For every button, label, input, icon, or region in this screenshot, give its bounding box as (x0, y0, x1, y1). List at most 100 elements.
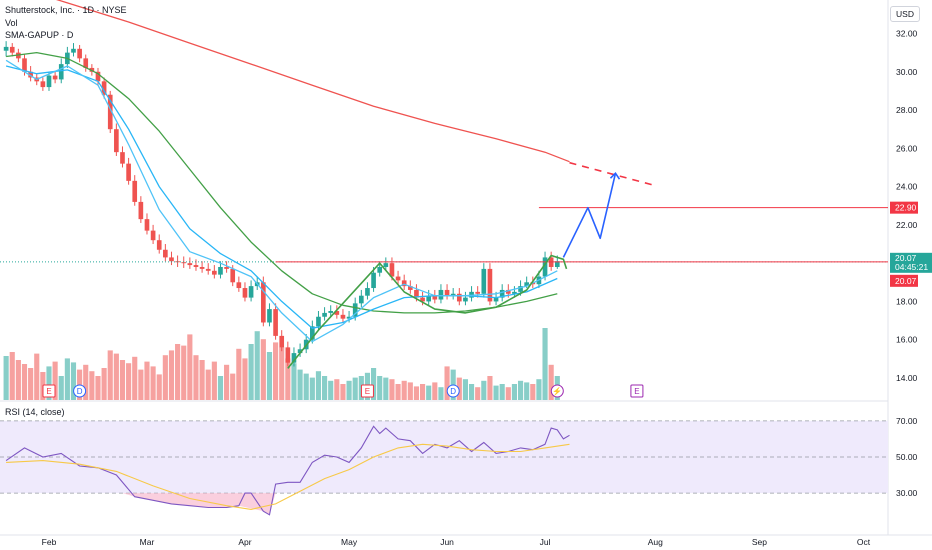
volume-bar (291, 363, 297, 400)
candle-body (144, 219, 150, 231)
volume-bar (511, 384, 517, 400)
last-price-badge (890, 252, 932, 273)
candle-body (401, 280, 407, 287)
candle-body (407, 286, 413, 290)
candle-body (230, 268, 236, 283)
candle-body (187, 263, 193, 266)
candle-body (218, 266, 223, 275)
candle-body (475, 291, 481, 294)
volume-bar (224, 364, 230, 400)
countdown-label: 04:45:21 (895, 262, 928, 272)
price-tick-label: 16.00 (896, 335, 918, 345)
rsi-pane[interactable] (0, 420, 888, 516)
volume-bar (266, 352, 273, 400)
candle-body (414, 289, 419, 298)
volume-bar (168, 350, 175, 400)
time-tick-label: Feb (42, 537, 57, 547)
price-axis[interactable]: 14.0016.0018.0020.0022.0024.0026.0028.00… (890, 28, 932, 498)
volume-bar (407, 382, 413, 400)
volume-bar (28, 368, 34, 400)
earnings-marker-icon[interactable] (360, 384, 374, 398)
rsi-legend[interactable]: RSI (14, close) (5, 407, 65, 417)
candle-body (358, 295, 364, 304)
time-axis[interactable]: Feb Mar Apr May Jun Jul Aug Sep Oct (42, 537, 871, 547)
volume-bar (236, 348, 242, 400)
volume-bar (205, 369, 211, 400)
candle-body (77, 48, 82, 59)
candle-body (493, 297, 499, 302)
candle-body (22, 58, 27, 72)
volume-bar (9, 352, 15, 400)
volume-bar (89, 371, 95, 400)
price-tick-label: 14.00 (896, 373, 918, 383)
candle-body (193, 265, 199, 267)
volume-bar (315, 371, 322, 400)
candle-body (279, 335, 285, 348)
volume-bar (230, 373, 236, 400)
volume-bar (217, 376, 224, 400)
volume-bar (254, 331, 260, 400)
arrowhead-icon (609, 171, 621, 180)
price-tick-label: 26.00 (896, 143, 918, 153)
dividend-marker-icon[interactable] (446, 384, 460, 398)
candle-body (328, 311, 334, 313)
earnings-marker-icon[interactable] (42, 384, 56, 398)
candle-body (389, 263, 395, 277)
volume-bar (187, 334, 193, 400)
candle-body (58, 64, 64, 80)
candle-body (126, 163, 131, 181)
volume-bar (413, 386, 420, 400)
projected-path-line (562, 173, 617, 258)
volume-bar (162, 355, 168, 400)
volume-legend[interactable]: Vol (5, 18, 18, 28)
event-marker-label: D (77, 387, 83, 396)
candle-body (205, 268, 211, 271)
candle-body (297, 349, 303, 354)
candle-body (28, 71, 33, 78)
volume-bar (456, 377, 462, 400)
volume-bar (328, 380, 334, 400)
candle-body (89, 67, 95, 72)
price-tick-label: 24.00 (896, 182, 918, 192)
candle-body (52, 75, 58, 80)
candle-body (346, 316, 352, 319)
volume-bar (175, 344, 181, 400)
event-marker-label: E (365, 387, 370, 396)
volume-bar (487, 376, 493, 400)
candle-body (267, 309, 272, 323)
candle-body (432, 295, 438, 300)
candle-body (316, 316, 321, 327)
volume-bar (389, 379, 395, 400)
rsi-line (5, 425, 570, 516)
volume-bar (101, 368, 107, 400)
volume-bar (138, 369, 144, 400)
candle-body (40, 81, 46, 88)
symbol-legend[interactable]: Shutterstock, Inc. · 1D · NYSE (5, 5, 127, 15)
volume-bar (260, 339, 266, 400)
candle-body (450, 293, 456, 296)
volume-bar (64, 358, 70, 400)
rsi-tick-label: 50.00 (896, 452, 918, 462)
rsi-tick-label: 30.00 (896, 488, 918, 498)
time-tick-label: Apr (238, 537, 251, 547)
candle-body (481, 268, 487, 294)
candle-body (310, 326, 315, 340)
split-marker-icon[interactable] (550, 384, 564, 398)
volume-bar (3, 356, 9, 400)
time-tick-label: Jul (540, 537, 551, 547)
dividend-marker-icon[interactable] (73, 384, 87, 398)
volume-bar (95, 376, 101, 400)
volume-bar (193, 355, 199, 400)
indicator-legend[interactable]: SMA-GAPUP · D (5, 30, 74, 40)
volume-bar (481, 380, 487, 400)
earnings-marker-icon[interactable] (630, 384, 644, 398)
event-marker-label: D (450, 387, 456, 396)
rsi-oversold-fill (122, 493, 276, 515)
price-pane[interactable]: E D E D ⚡ E (0, 0, 932, 536)
ma200-projection-line (569, 161, 656, 187)
volume-bar (383, 377, 389, 400)
time-tick-label: Aug (648, 537, 663, 547)
volume-bar (438, 387, 444, 400)
currency-button[interactable]: USD (890, 6, 920, 22)
